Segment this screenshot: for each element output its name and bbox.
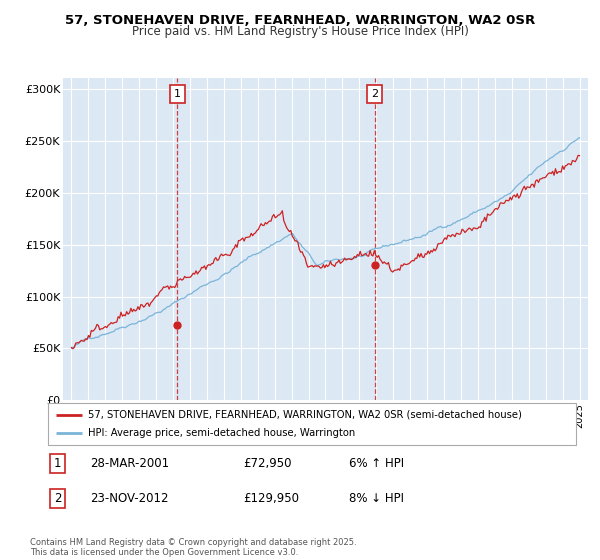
Text: 57, STONEHAVEN DRIVE, FEARNHEAD, WARRINGTON, WA2 0SR (semi-detached house): 57, STONEHAVEN DRIVE, FEARNHEAD, WARRING… — [88, 410, 521, 420]
FancyBboxPatch shape — [48, 403, 576, 445]
Text: Price paid vs. HM Land Registry's House Price Index (HPI): Price paid vs. HM Land Registry's House … — [131, 25, 469, 38]
Text: HPI: Average price, semi-detached house, Warrington: HPI: Average price, semi-detached house,… — [88, 428, 355, 438]
Text: 8% ↓ HPI: 8% ↓ HPI — [349, 492, 404, 505]
Text: £129,950: £129,950 — [244, 492, 299, 505]
Text: 2: 2 — [371, 89, 378, 99]
Text: 28-MAR-2001: 28-MAR-2001 — [90, 457, 169, 470]
Text: 23-NOV-2012: 23-NOV-2012 — [90, 492, 169, 505]
Text: 2: 2 — [54, 492, 61, 505]
Text: 1: 1 — [173, 89, 181, 99]
Text: 57, STONEHAVEN DRIVE, FEARNHEAD, WARRINGTON, WA2 0SR: 57, STONEHAVEN DRIVE, FEARNHEAD, WARRING… — [65, 14, 535, 27]
Text: 1: 1 — [54, 457, 61, 470]
Text: Contains HM Land Registry data © Crown copyright and database right 2025.
This d: Contains HM Land Registry data © Crown c… — [30, 538, 356, 557]
Text: 6% ↑ HPI: 6% ↑ HPI — [349, 457, 404, 470]
Text: £72,950: £72,950 — [244, 457, 292, 470]
